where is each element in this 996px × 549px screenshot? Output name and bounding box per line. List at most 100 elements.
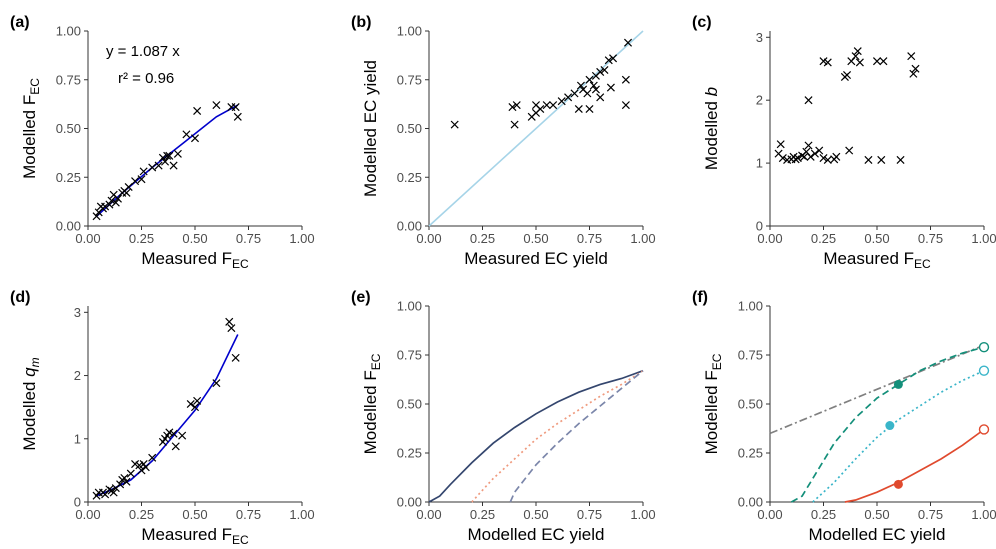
data-point [879, 57, 888, 66]
data-point [137, 466, 146, 475]
data-point [510, 120, 519, 129]
y-tick-label: 0.75 [56, 72, 81, 87]
data-point [116, 480, 125, 489]
panel-a: 0.00 0.25 0.50 0.75 1.00 0.00 0.25 0.50 0.75 1.00… [10, 14, 315, 271]
y-axis-label: Modelled EC yield [361, 60, 380, 197]
panel-label: (a) [10, 14, 30, 31]
x-tick-label: 0.50 [864, 231, 889, 246]
y-tick-label: 0 [756, 219, 763, 234]
y-tick-label: 0.00 [738, 495, 763, 510]
one-to-one-line [428, 30, 644, 227]
x-tick-label: 1.00 [289, 231, 314, 246]
series-line-3 [509, 370, 644, 503]
x-tick-label: 0.00 [757, 507, 782, 522]
x-tick-label: 1.00 [971, 231, 996, 246]
data-point [911, 64, 920, 73]
x-tick-label: 0.75 [236, 507, 261, 522]
data-point [855, 58, 864, 67]
filled-point [893, 479, 903, 489]
data-point [574, 104, 583, 114]
data-point [161, 157, 170, 166]
x-tick-label: 0.75 [577, 231, 602, 246]
x-axis-label: Measured FEC [141, 525, 249, 547]
data-point [92, 212, 101, 221]
data-point [131, 177, 140, 186]
data-point [778, 154, 787, 163]
y-tick-label: 0.25 [56, 170, 81, 185]
x-tick-label: 1.00 [630, 507, 655, 522]
data-point [171, 442, 180, 451]
data-point [600, 65, 609, 75]
x-tick-label: 1.00 [630, 231, 655, 246]
data-point [815, 146, 824, 155]
data-point [190, 134, 200, 143]
y-axis-label-sub: EC [710, 353, 724, 370]
data-point [212, 379, 221, 388]
annotation-text: y = 1.087 x [106, 43, 180, 60]
data-point [557, 97, 566, 106]
y-tick-label: 0.50 [56, 121, 81, 136]
data-point [621, 75, 630, 84]
data-point [596, 67, 605, 76]
x-axis-label-sub: EC [232, 533, 249, 547]
x-tick-label: 0.00 [416, 231, 441, 246]
y-tick-label: 0.75 [738, 348, 763, 363]
data-point [126, 469, 135, 478]
data-point [621, 101, 630, 110]
data-point [107, 196, 116, 205]
y-axis-label-sub: EC [28, 78, 42, 95]
data-point [776, 140, 785, 149]
y-tick-label: 2 [756, 93, 763, 108]
annotation-text: r² = 0.96 [118, 70, 174, 87]
data-point [845, 146, 854, 155]
data-point [896, 155, 905, 164]
panel-f: 0.00 0.25 0.50 0.75 1.00 0.00 0.25 0.50 0.75 1.00… [692, 289, 996, 544]
data-point [804, 96, 813, 105]
data-point [872, 57, 882, 66]
data-point [165, 151, 174, 160]
data-point [212, 101, 221, 110]
y-tick-label: 0.75 [397, 72, 422, 87]
y-tick-label: 0.25 [397, 446, 422, 461]
x-tick-label: 1.00 [289, 507, 314, 522]
panel-c: 0.00 0.25 0.50 0.75 1.00 0 1 2 3 (c) Measured FEC M… [692, 14, 996, 271]
y-tick-label: 2 [74, 368, 81, 383]
data-point [604, 56, 613, 65]
fit-line [96, 334, 239, 497]
y-tick-label: 1.00 [738, 299, 763, 314]
data-point [193, 106, 202, 115]
filled-point [885, 421, 895, 431]
panel-e: 0.00 0.25 0.50 0.75 1.00 0.00 0.25 0.50 0.75 1.00… [351, 289, 656, 544]
data-point [182, 130, 191, 139]
panel-b: 0.00 0.25 0.50 0.75 1.00 0.00 0.25 0.50 0.75 1.00… [351, 14, 656, 268]
y-tick-label: 0.50 [397, 121, 422, 136]
y-tick-label: 0.25 [738, 446, 763, 461]
data-point [832, 152, 841, 161]
y-axis-label-italic: b [702, 87, 721, 96]
data-point [148, 163, 157, 172]
data-point [158, 153, 167, 162]
x-tick-label: 0.75 [918, 507, 943, 522]
series-line-2 [790, 346, 985, 503]
y-tick-label: 1.00 [56, 24, 81, 39]
data-point [806, 152, 815, 161]
data-point [823, 155, 832, 164]
data-point [101, 202, 110, 211]
y-tick-label: 1 [74, 431, 81, 446]
data-point [111, 198, 120, 207]
data-point [190, 403, 200, 412]
data-point [163, 151, 172, 160]
data-point [606, 83, 615, 92]
data-point [591, 85, 600, 94]
data-point [851, 52, 860, 61]
data-point [536, 104, 545, 114]
data-point [564, 93, 573, 102]
data-point [585, 75, 594, 84]
data-point [823, 58, 832, 67]
x-tick-label: 0.00 [75, 507, 100, 522]
x-tick-label: 0.25 [470, 231, 495, 246]
y-axis-label: Modelled FEC [20, 78, 42, 179]
data-point [154, 161, 163, 170]
y-axis-label-italic: q [20, 367, 39, 377]
